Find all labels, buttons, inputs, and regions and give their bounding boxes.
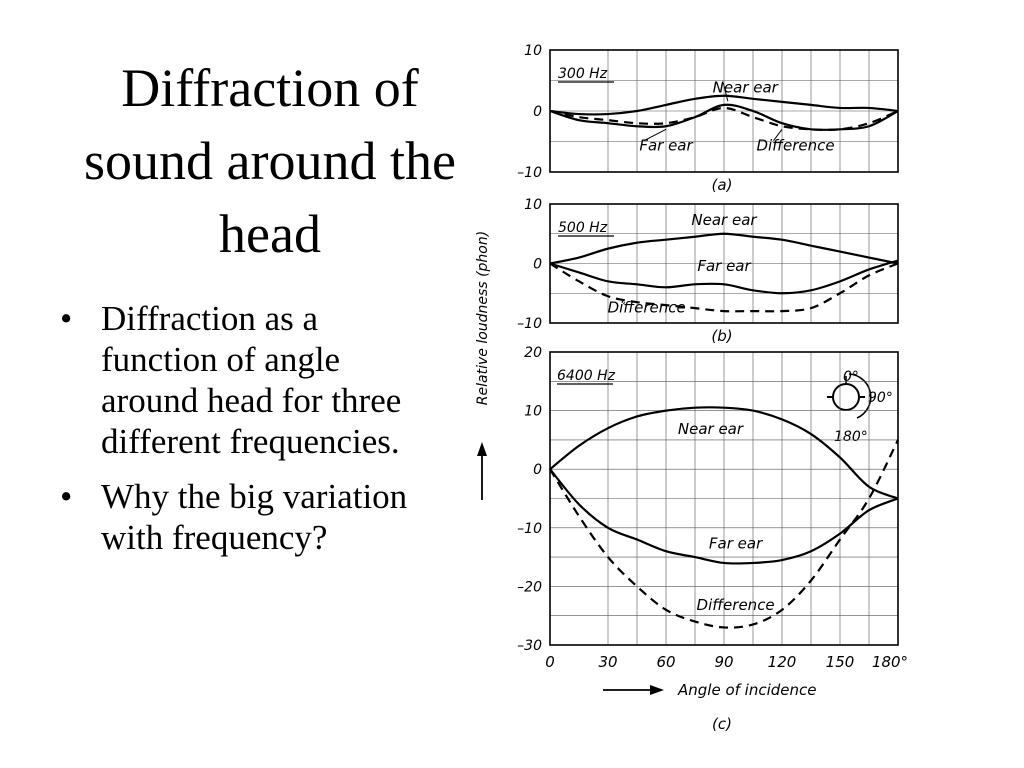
y-tick-label: 0 [533,462,542,478]
panel-label: (b) [711,327,732,345]
y-tick-label: –20 [517,579,542,595]
series-label-leader [623,301,626,305]
series-line-far-ear [549,259,899,295]
series-line-near-ear [549,232,899,265]
series-label: Difference [756,137,834,155]
x-tick-label: 90 [714,653,733,671]
series-label: Far ear [697,257,751,275]
x-axis-label: Angle of incidence [677,681,817,699]
series-line-difference [549,439,899,629]
bullet-list: • Diffraction as a function of angle aro… [60,298,430,572]
y-tick-label: –10 [517,521,542,537]
series-label: Near ear [713,79,779,97]
bullet-item: • Why the big variation with frequency? [60,476,430,558]
y-tick-label: 10 [524,43,542,59]
y-tick-label: 20 [524,345,542,361]
bullet-item: • Diffraction as a function of angle aro… [60,298,430,462]
series-label-leader [773,129,783,141]
inset-label-90: 90° [868,390,893,406]
x-tick-label: 0 [545,653,555,671]
series-line-difference [549,262,899,313]
panel-title: 6400 Hz [557,368,616,384]
x-tick-label: 60 [656,653,675,671]
x-tick-label: 30 [598,653,617,671]
series-label: Near ear [678,420,744,438]
series-label-leader [722,82,729,102]
x-axis-arrowhead [650,685,664,695]
series-line-far-ear [549,103,899,131]
y-tick-label: –10 [517,165,542,181]
inset-label-180: 180° [834,429,868,445]
bullet-marker: • [60,299,73,338]
angle-arc-arrow [848,373,872,419]
panel-label: (c) [712,715,732,733]
head-circle [832,383,860,411]
series-line-near-ear [549,406,899,500]
panel-title: 500 Hz [558,220,608,236]
y-tick-label: 0 [533,104,542,120]
series-label: Far ear [639,137,693,155]
y-tick-label: 10 [524,197,542,213]
y-axis-label: Relative loudness (phon) [475,231,491,405]
panel-title: 300 Hz [558,66,608,82]
x-tick-label: 120 [768,653,797,671]
panel-label: (a) [712,176,733,194]
y-tick-label: –30 [517,638,542,654]
y-tick-label: 10 [524,404,542,420]
series-label: Far ear [709,534,763,552]
bullet-marker: • [60,477,73,516]
inset-label-0: 0° [843,369,859,385]
y-axis-arrowhead [477,442,487,456]
series-line-far-ear [549,468,899,565]
x-tick-label: 180° [872,653,908,671]
series-label: Difference [697,596,775,614]
series-line-near-ear [549,94,899,116]
series-label: Near ear [691,211,757,229]
slide-title: Diffraction of sound around the head [84,58,456,264]
series-label-leader [643,128,667,142]
x-tick-label: 150 [826,653,855,671]
bullet-text: Why the big variation with frequency? [101,477,408,557]
y-tick-label: –10 [517,316,542,332]
series-label: Difference [608,298,686,316]
y-tick-label: 0 [533,257,542,273]
bullet-text: Diffraction as a function of angle aroun… [101,299,402,461]
head-orientation-diagram: 0° 90° 180° [827,369,893,445]
